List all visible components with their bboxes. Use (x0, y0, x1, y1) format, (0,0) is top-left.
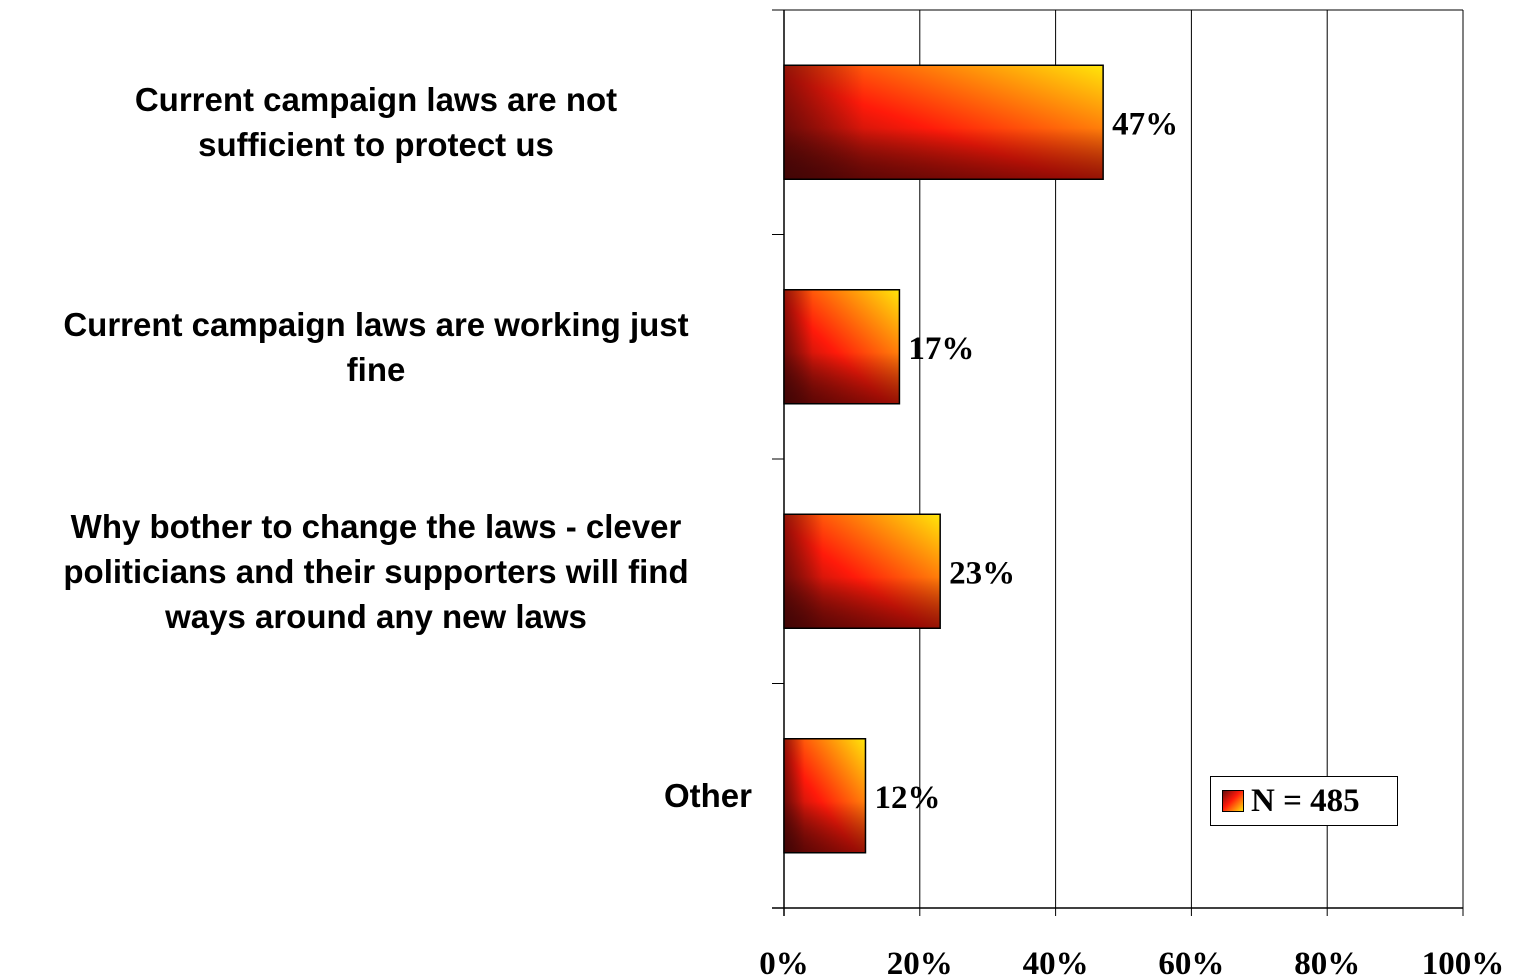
x-tick-label: 40% (1023, 946, 1089, 978)
x-tick-labels: 0% 20% 40% 60% 80% 100% (759, 946, 1504, 978)
category-label-line: Current campaign laws are not (134, 81, 618, 119)
data-label: 23% (949, 555, 1015, 591)
data-label: 12% (874, 780, 940, 816)
legend: N = 485 (1210, 776, 1398, 826)
bar-left-shade (784, 289, 900, 404)
data-label: 17% (908, 331, 974, 367)
bar-outline (783, 64, 1104, 180)
category-label-line: Why bother to change the laws - clever (70, 507, 682, 545)
category-label-2: Why bother to change the laws - clever po… (0, 504, 752, 639)
x-tick-label: 60% (1158, 946, 1224, 978)
bars (783, 64, 1104, 854)
category-label-line: sufficient to protect us (198, 126, 554, 164)
x-tick-label: 20% (887, 946, 953, 978)
bar-2 (783, 513, 941, 629)
data-labels: 47% 17% 23% 12% (874, 106, 1178, 816)
category-label-line: politicians and their supporters will fi… (63, 552, 689, 590)
bar-left-shade (784, 738, 866, 853)
category-label-line: fine (346, 350, 406, 388)
bar-3 (783, 738, 867, 854)
x-tick-label: 0% (759, 946, 809, 978)
x-tick-label: 100% (1422, 946, 1505, 978)
category-label-1: Current campaign laws are working just fi… (0, 302, 752, 392)
bar-left-shade (784, 514, 941, 629)
category-label-line: ways around any new laws (165, 597, 587, 635)
bar-outline (783, 289, 901, 405)
bar-0 (783, 64, 1104, 180)
legend-swatch (1222, 790, 1244, 812)
bar-outline (783, 738, 867, 854)
category-label-line: Other (663, 777, 752, 815)
bar-outline (783, 513, 941, 629)
category-label-3: Other (0, 773, 752, 818)
bar-left-shade (784, 65, 1104, 180)
category-label-line: Current campaign laws are working just (63, 305, 689, 343)
data-label: 47% (1112, 106, 1178, 142)
category-label-0: Current campaign laws are not sufficient … (0, 77, 752, 167)
legend-label: N = 485 (1251, 782, 1360, 819)
bar-1 (783, 289, 901, 405)
x-tick-label: 80% (1294, 946, 1360, 978)
